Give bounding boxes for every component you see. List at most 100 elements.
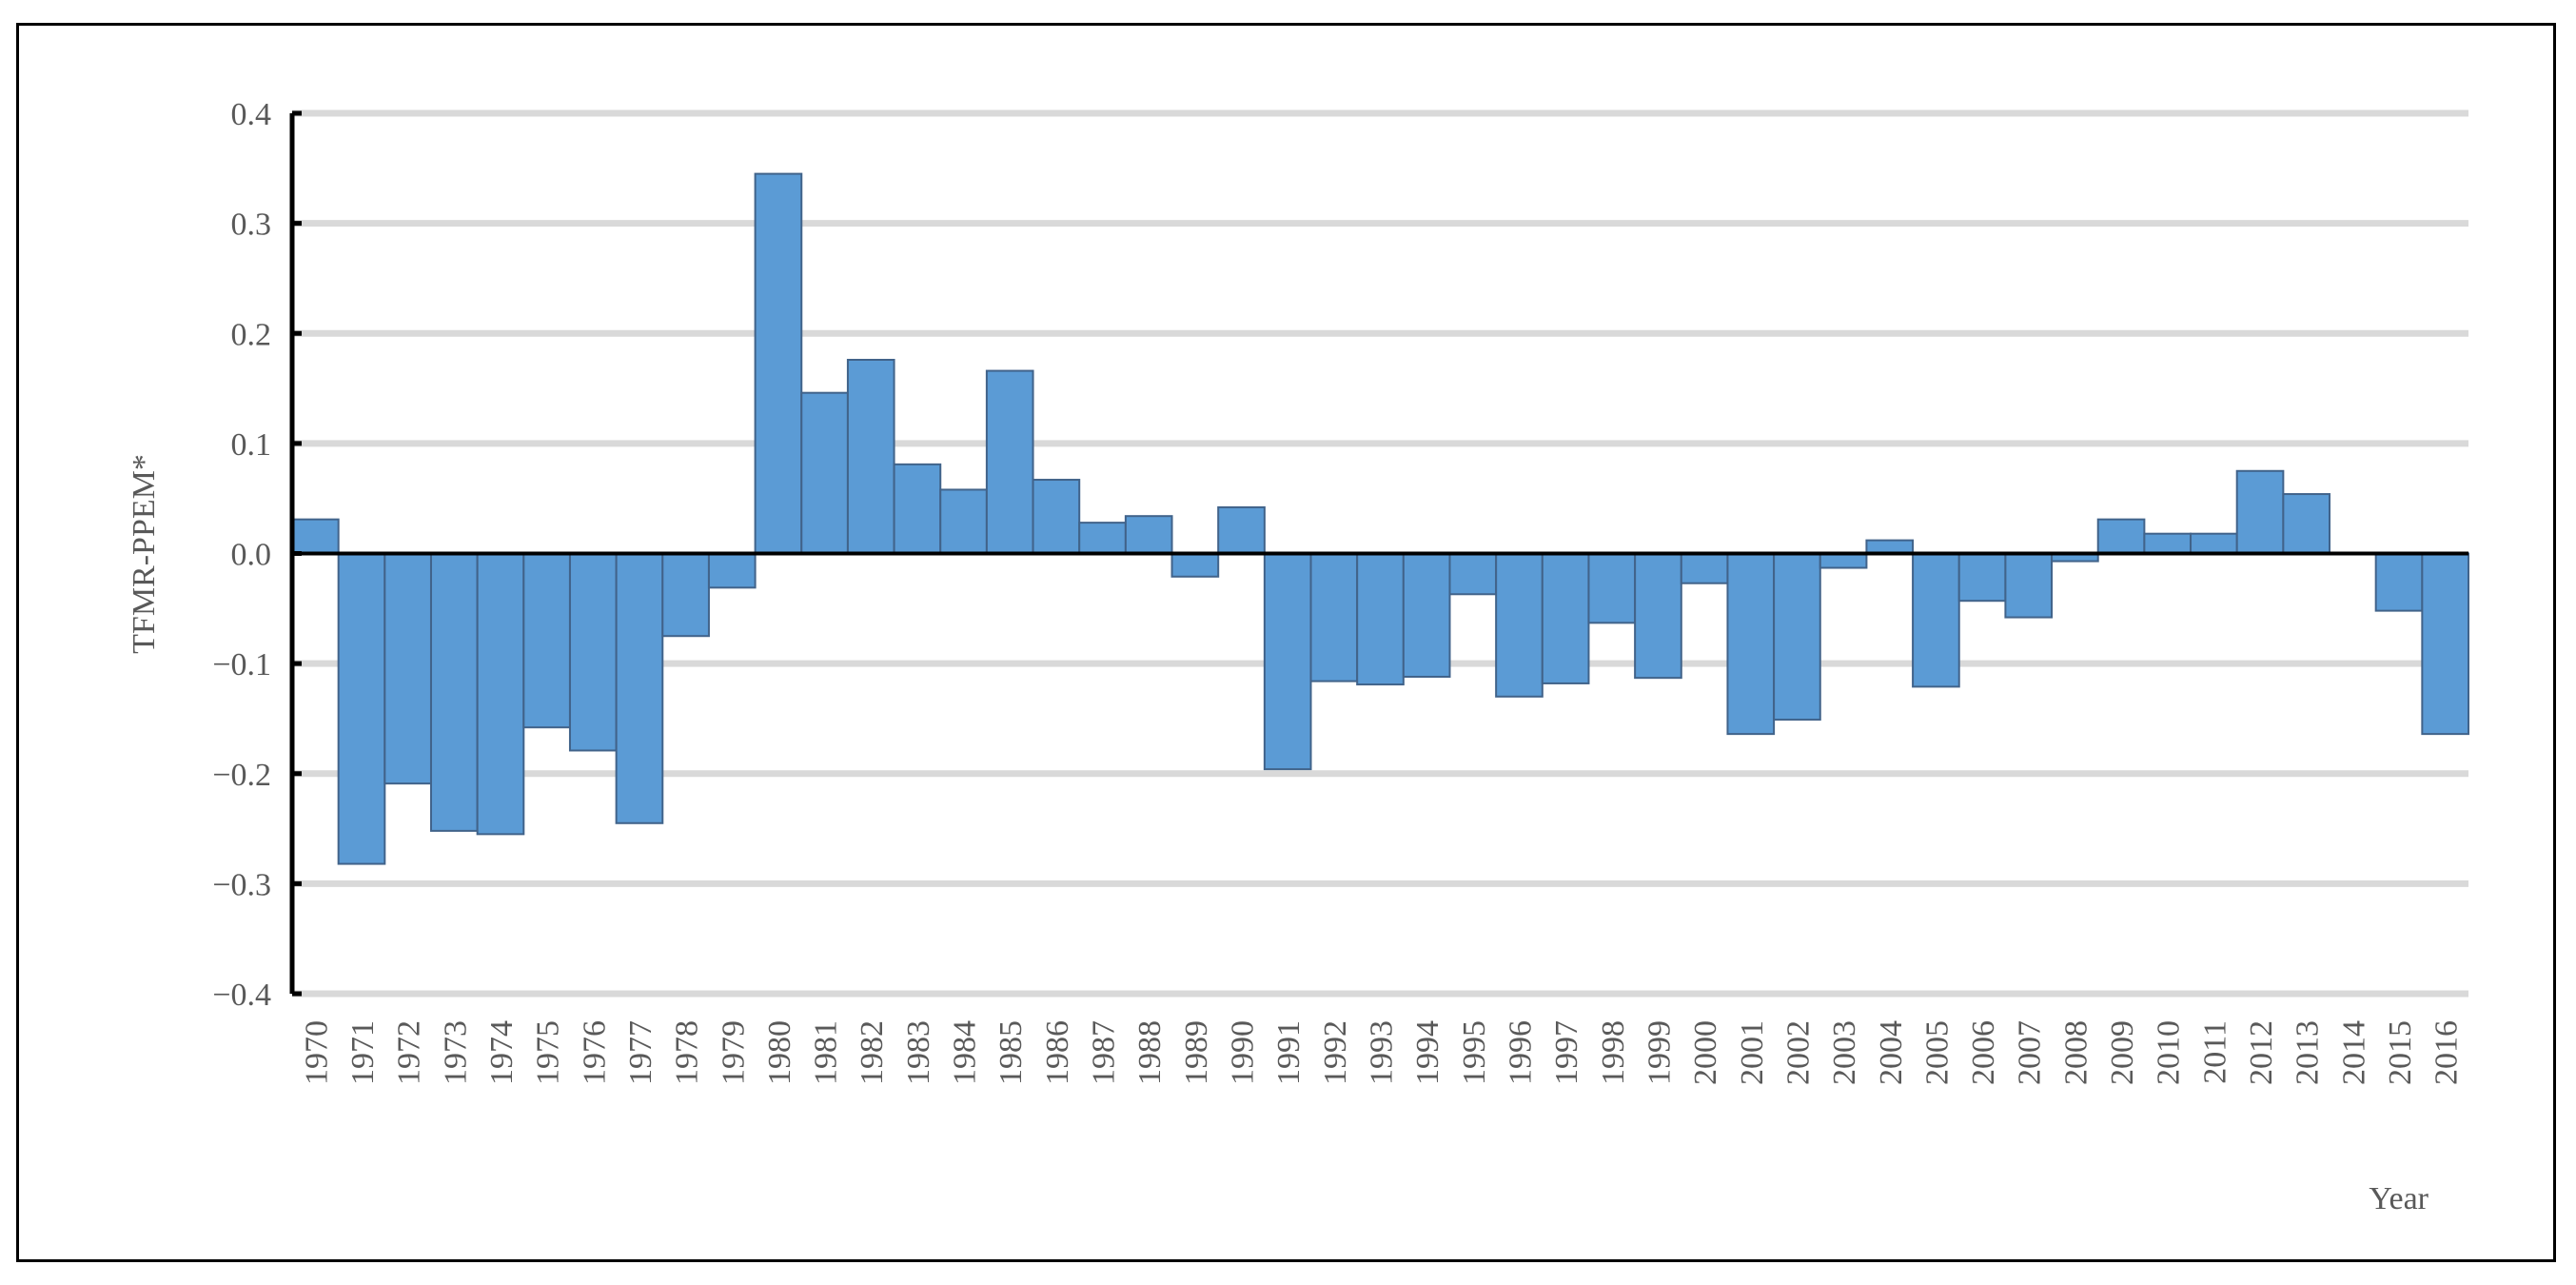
- x-tick-label: 1988: [1132, 1020, 1168, 1085]
- x-tick-label: 1990: [1226, 1020, 1261, 1085]
- x-tick-label: 2003: [1827, 1020, 1862, 1085]
- x-tick-label: 2013: [2291, 1020, 2326, 1085]
- bar-1990: [1217, 505, 1266, 555]
- bar-1995: [1448, 552, 1498, 596]
- bar-2005: [1912, 552, 1960, 688]
- x-tick-label: 1974: [484, 1020, 520, 1085]
- x-tick-label: 1989: [1179, 1020, 1214, 1085]
- bar-1983: [893, 463, 942, 555]
- x-tick-label: 1977: [623, 1020, 659, 1085]
- y-tick-label: 0.0: [231, 538, 272, 573]
- bar-1991: [1263, 552, 1312, 771]
- y-axis-label: TFMR-PPEM*: [127, 454, 162, 654]
- bar-1993: [1356, 552, 1405, 686]
- x-tick-label: 1976: [577, 1020, 612, 1085]
- bar-2011: [2190, 532, 2238, 555]
- bar-2003: [1819, 552, 1868, 569]
- bar-1977: [615, 552, 664, 824]
- bar-1972: [383, 552, 432, 785]
- y-tick-label: −0.2: [212, 758, 271, 793]
- bar-1997: [1541, 552, 1590, 684]
- x-tick-label: 1995: [1457, 1020, 1492, 1085]
- y-tick-label: 0.1: [231, 427, 272, 463]
- bar-1975: [522, 552, 571, 729]
- bar-2001: [1726, 552, 1776, 736]
- bar-1988: [1124, 515, 1173, 555]
- x-tick-label: 2001: [1735, 1020, 1770, 1085]
- x-tick-label: 2010: [2152, 1020, 2187, 1085]
- x-tick-label: 1970: [299, 1020, 334, 1085]
- x-tick-label: 1993: [1365, 1020, 1400, 1085]
- x-tick-label: 1999: [1642, 1020, 1677, 1085]
- x-tick-label: 1981: [809, 1020, 844, 1085]
- x-tick-label: 1994: [1410, 1020, 1445, 1085]
- bar-1986: [1032, 479, 1081, 555]
- bar-1976: [568, 552, 618, 752]
- bar-2015: [2374, 552, 2424, 612]
- x-tick-label: 1986: [1040, 1020, 1075, 1085]
- x-tick-label: 1973: [438, 1020, 473, 1085]
- bar-1992: [1309, 552, 1359, 682]
- bar-1971: [337, 552, 386, 865]
- bar-1994: [1402, 552, 1451, 678]
- bar-2013: [2282, 493, 2331, 555]
- bar-1989: [1170, 552, 1220, 578]
- x-tick-label: 1982: [855, 1020, 890, 1085]
- x-tick-label: 2005: [1919, 1020, 1955, 1085]
- bar-2006: [1957, 552, 2007, 603]
- x-tick-label: 2002: [1780, 1020, 1816, 1085]
- x-tick-label: 2011: [2197, 1020, 2232, 1084]
- bar-2010: [2143, 532, 2193, 555]
- x-tick-label: 1975: [531, 1020, 566, 1085]
- x-tick-label: 2000: [1688, 1020, 1723, 1085]
- x-tick-label: 1985: [993, 1020, 1029, 1085]
- y-tick-label: −0.4: [212, 978, 271, 1013]
- bar-2002: [1773, 552, 1821, 722]
- x-tick-label: 2004: [1874, 1020, 1909, 1085]
- x-tick-label: 2006: [1966, 1020, 2001, 1085]
- x-axis-label: Year: [2369, 1181, 2429, 1216]
- bar-1998: [1587, 552, 1637, 624]
- x-tick-label: 2014: [2336, 1020, 2371, 1085]
- bar-1970: [291, 518, 340, 555]
- bar-2009: [2096, 518, 2146, 555]
- x-tick-label: 1972: [392, 1020, 427, 1085]
- x-tick-label: 2016: [2429, 1020, 2465, 1085]
- y-tick-label: −0.3: [212, 867, 271, 902]
- x-tick-label: 1983: [901, 1020, 936, 1085]
- y-tick-label: −0.1: [212, 647, 271, 682]
- x-tick-label: 2012: [2244, 1020, 2279, 1085]
- x-tick-label: 1996: [1503, 1020, 1538, 1085]
- x-tick-label: 1998: [1596, 1020, 1631, 1085]
- bar-1985: [985, 369, 1034, 555]
- bar-1980: [754, 172, 803, 555]
- bar-2007: [2004, 552, 2054, 619]
- bar-1978: [661, 552, 710, 638]
- bar-1996: [1495, 552, 1544, 698]
- y-tick-label: 0.3: [231, 208, 272, 243]
- x-tick-label: 1984: [948, 1020, 983, 1085]
- bar-2012: [2235, 469, 2285, 555]
- x-tick-label: 2008: [2058, 1020, 2094, 1085]
- x-tick-label: 1979: [716, 1020, 751, 1085]
- bar-1981: [800, 391, 849, 555]
- bar-2004: [1865, 539, 1915, 555]
- bar-1984: [939, 488, 988, 555]
- bar-1973: [429, 552, 479, 832]
- x-tick-label: 2015: [2383, 1020, 2418, 1085]
- bar-1982: [846, 359, 895, 555]
- y-tick-label: 0.4: [231, 97, 272, 132]
- x-tick-label: 2007: [2013, 1020, 2048, 1085]
- bar-2000: [1680, 552, 1729, 584]
- bar-1979: [707, 552, 757, 589]
- y-tick-label: 0.2: [231, 317, 272, 352]
- bar-1987: [1078, 522, 1127, 555]
- bar-2016: [2421, 552, 2469, 736]
- x-tick-label: 1971: [345, 1020, 381, 1085]
- x-tick-label: 1980: [762, 1020, 797, 1085]
- x-tick-label: 1991: [1271, 1020, 1307, 1085]
- x-tick-label: 2009: [2105, 1020, 2140, 1085]
- bar-1974: [476, 552, 525, 836]
- x-tick-label: 1992: [1318, 1020, 1353, 1085]
